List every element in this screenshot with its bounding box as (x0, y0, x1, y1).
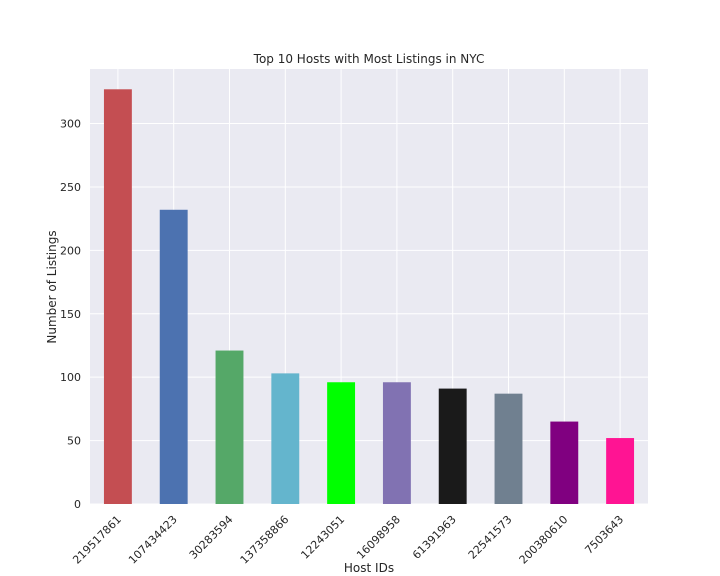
x-tick-label: 107434423 (126, 513, 180, 567)
x-tick-label: 7503643 (582, 513, 626, 557)
bar-200380610 (550, 421, 579, 504)
bar-12243051 (327, 382, 356, 504)
x-tick-label: 16098958 (354, 513, 403, 562)
bar-107434423 (159, 209, 188, 505)
y-tick-label: 50 (67, 435, 81, 448)
bar-7503643 (606, 438, 635, 504)
y-tick-label: 100 (60, 371, 81, 384)
x-tick-label: 137358866 (238, 513, 292, 567)
bar-30283594 (215, 350, 244, 504)
x-axis-ticks: 219517861 107434423 30283594 137358866 12243… (70, 513, 626, 567)
y-tick-label: 0 (74, 498, 81, 511)
y-tick-label: 250 (60, 181, 81, 194)
chart-title: Top 10 Hosts with Most Listings in NYC (253, 52, 485, 66)
y-tick-label: 150 (60, 308, 81, 321)
bar-61391963 (438, 388, 467, 504)
bar-137358866 (271, 373, 300, 504)
bar-219517861 (103, 89, 132, 505)
y-tick-label: 300 (60, 118, 81, 131)
x-tick-label: 200380610 (517, 513, 571, 567)
x-tick-label: 219517861 (70, 513, 124, 567)
x-axis-label: Host IDs (344, 561, 394, 575)
x-tick-label: 12243051 (298, 513, 347, 562)
y-axis-ticks: 0 50 100 150 200 250 300 (60, 118, 81, 511)
y-axis-label: Number of Listings (45, 230, 59, 343)
bar-16098958 (382, 382, 411, 504)
x-tick-label: 22541573 (466, 513, 515, 562)
bar-22541573 (494, 393, 523, 504)
x-tick-label: 30283594 (187, 513, 236, 562)
bars (103, 89, 635, 505)
x-tick-label: 61391963 (410, 513, 459, 562)
y-tick-label: 200 (60, 244, 81, 257)
